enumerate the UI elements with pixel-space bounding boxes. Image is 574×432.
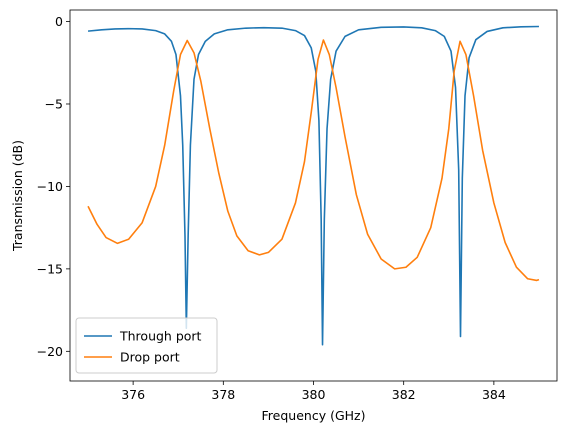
x-axis-ticks: 376 378 380 382 384 [121, 381, 506, 402]
x-tick-label: 378 [211, 387, 235, 402]
plot-series [87, 25, 540, 346]
y-axis-label: Transmission (dB) [10, 140, 25, 252]
y-tick-label: −15 [37, 261, 63, 276]
series-line-1 [87, 39, 540, 282]
x-tick-label: 382 [392, 387, 416, 402]
legend-entry-0: Through port [119, 329, 202, 344]
y-axis-ticks: 0 −5 −10 −15 −20 [37, 14, 70, 359]
y-tick-label: 0 [55, 14, 63, 29]
y-tick-label: −20 [37, 344, 63, 359]
y-tick-label: −10 [37, 179, 63, 194]
legend-entry-1: Drop port [120, 350, 180, 365]
x-tick-label: 384 [482, 387, 506, 402]
x-tick-label: 376 [121, 387, 145, 402]
y-tick-label: −5 [45, 96, 63, 111]
x-axis-label: Frequency (GHz) [262, 408, 366, 423]
x-tick-label: 380 [302, 387, 326, 402]
legend: Through port Drop port [75, 317, 218, 374]
legend-box [75, 317, 218, 374]
